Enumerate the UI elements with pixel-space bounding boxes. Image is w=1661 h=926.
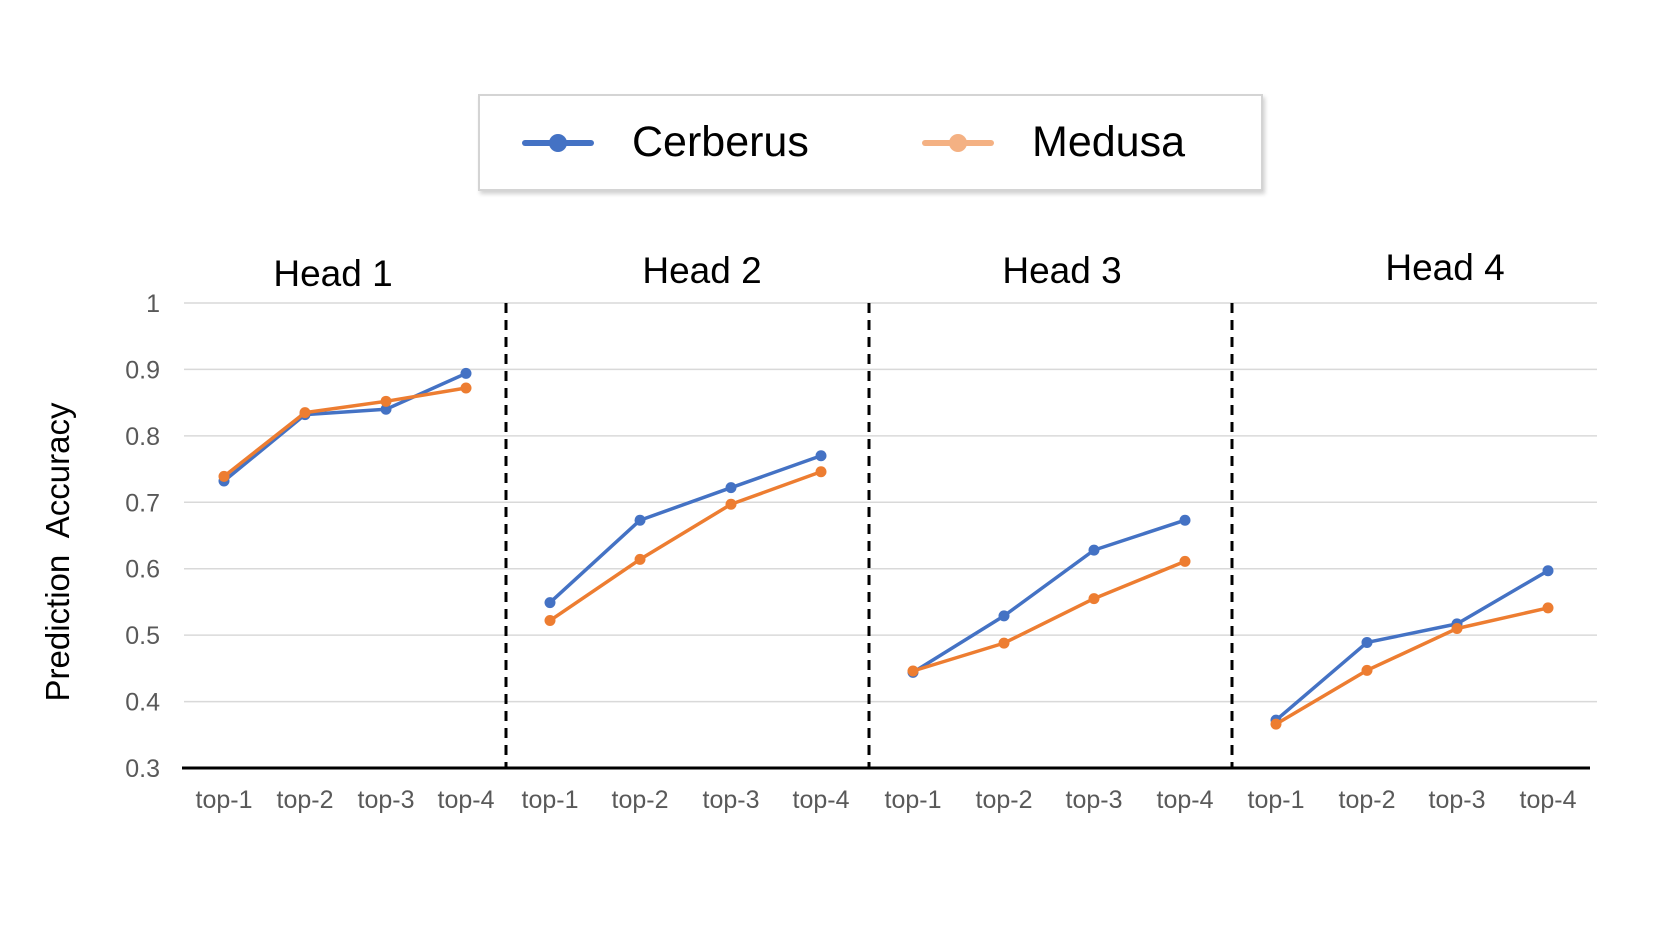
- panel-title-head-2: Head 2: [642, 250, 762, 291]
- data-point-medusa: [380, 395, 392, 407]
- x-tick-label: top-4: [793, 786, 850, 814]
- y-tick-label: 0.8: [125, 423, 160, 451]
- x-tick-label: top-2: [1339, 786, 1396, 814]
- x-tick-label: top-3: [358, 786, 415, 814]
- data-point-medusa: [998, 637, 1010, 649]
- series-line-cerberus: [548, 454, 822, 604]
- data-point-medusa: [544, 615, 556, 627]
- x-tick-label: top-2: [976, 786, 1033, 814]
- data-point-cerberus: [1179, 514, 1191, 526]
- data-point-medusa: [1088, 593, 1100, 605]
- series-line-medusa: [1275, 606, 1549, 726]
- data-point-medusa: [1270, 718, 1282, 730]
- data-point-cerberus: [725, 482, 737, 494]
- y-tick-label: 0.9: [125, 356, 160, 384]
- legend-label-cerberus: Cerberus: [632, 118, 809, 166]
- data-point-cerberus: [460, 367, 472, 379]
- x-tick-label: top-3: [1066, 786, 1123, 814]
- data-point-medusa: [725, 498, 737, 510]
- data-point-cerberus: [1088, 544, 1100, 556]
- panel-title-head-1: Head 1: [273, 253, 393, 294]
- data-point-cerberus: [998, 610, 1010, 622]
- legend-marker-medusa: [949, 133, 967, 152]
- data-point-medusa: [1361, 664, 1373, 676]
- data-point-cerberus: [544, 597, 556, 609]
- legend-label-medusa: Medusa: [1032, 118, 1185, 166]
- legend-line-medusa: [922, 133, 994, 152]
- series-line-medusa: [912, 559, 1186, 673]
- data-point-medusa: [815, 466, 827, 478]
- legend-item-medusa: Medusa: [922, 96, 1185, 189]
- series-line-cerberus: [912, 518, 1186, 674]
- x-tick-label: top-2: [277, 786, 334, 814]
- panel-title-head-3: Head 3: [1002, 250, 1122, 291]
- legend-line-cerberus: [522, 133, 594, 152]
- data-point-medusa: [1542, 602, 1554, 614]
- x-tick-label: top-4: [1520, 786, 1577, 814]
- data-point-medusa: [218, 470, 230, 482]
- x-tick-label: top-1: [1248, 786, 1305, 814]
- x-tick-label: top-1: [196, 786, 253, 814]
- y-tick-label: 0.7: [125, 489, 160, 517]
- data-point-medusa: [1451, 623, 1463, 634]
- y-axis-label: Prediction Accuracy: [39, 402, 76, 702]
- series-line-cerberus: [222, 371, 467, 483]
- x-tick-label: top-3: [1429, 786, 1486, 814]
- data-point-medusa: [907, 665, 919, 677]
- panel-title-head-4: Head 4: [1385, 247, 1505, 288]
- y-tick-label: 1: [146, 290, 160, 318]
- series-line-medusa: [549, 470, 822, 622]
- series-line-medusa: [222, 386, 467, 478]
- x-tick-label: top-4: [1157, 786, 1214, 814]
- series-line-cerberus: [1274, 569, 1549, 722]
- x-tick-label: top-3: [703, 786, 760, 814]
- data-point-cerberus: [1542, 565, 1554, 577]
- y-tick-label: 0.5: [125, 622, 160, 650]
- x-tick-label: top-4: [438, 786, 495, 814]
- data-point-cerberus: [380, 403, 392, 415]
- data-point-medusa: [634, 553, 646, 565]
- data-point-cerberus: [1361, 636, 1373, 648]
- data-point-medusa: [1179, 555, 1191, 567]
- x-tick-label: top-1: [885, 786, 942, 814]
- y-tick-label: 0.4: [125, 689, 160, 717]
- x-tick-label: top-1: [522, 786, 579, 814]
- data-point-cerberus: [634, 514, 646, 526]
- data-point-cerberus: [815, 450, 827, 462]
- y-tick-label: 0.6: [125, 556, 160, 584]
- x-tick-label: top-2: [612, 786, 669, 814]
- legend-marker-cerberus: [549, 133, 567, 152]
- y-tick-label: 0.3: [125, 755, 160, 783]
- legend: Cerberus Medusa: [478, 94, 1263, 191]
- data-point-medusa: [299, 407, 311, 419]
- data-point-medusa: [460, 382, 472, 394]
- legend-item-cerberus: Cerberus: [522, 96, 809, 189]
